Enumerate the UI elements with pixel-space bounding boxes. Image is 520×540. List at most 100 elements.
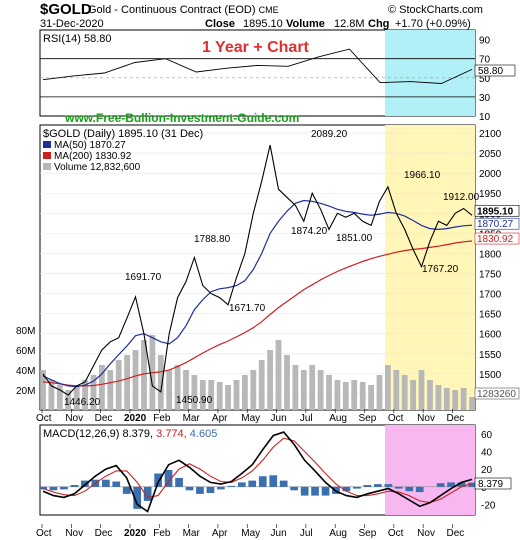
volume-bar [48,380,55,410]
x-tick-label: Sep [359,413,377,424]
macd-histogram-bar [39,486,47,490]
volume-bar [40,370,46,410]
macd-histogram-bar [206,486,215,493]
x-tick-label: Nov [417,528,435,539]
macd-histogram-bar [70,485,79,487]
chart-note: 1 Year + Chart [202,39,310,56]
macd-panel: -200204060 MACD(12,26,9) 8.379, 3.774, 4… [39,424,512,516]
x-tick-label: May [241,413,260,424]
macd-histogram-bar [49,486,58,491]
last-value-box [474,387,520,400]
x-tick-label: Mar [183,413,201,424]
volume-bar [309,365,316,410]
macd-histogram-bar [447,482,455,487]
macd-signal-line [42,437,473,504]
volume-bar [376,375,383,410]
x-tick-label: Feb [153,413,171,424]
volume-tick-label: 60M [16,346,35,357]
macd-histogram-bar [112,481,121,487]
price-annotation: 1851.00 [336,233,373,244]
volume-bar [393,370,400,410]
macd-tick-label: -20 [481,500,496,511]
volume-bar [452,390,459,410]
volume-bar [435,385,442,410]
x-tick-label: Dec [446,413,464,424]
x-tick-label: Dec [95,528,113,539]
rsi-line [42,48,473,84]
volume-bar [460,388,467,410]
legend-swatch [43,163,51,170]
macd-histogram-bar [394,486,403,489]
volume-bar [157,355,164,410]
volume-bar [132,350,139,410]
macd-histogram-bar [196,486,204,494]
macd-histogram-bar [300,486,309,496]
x-tick-label: 2020 [124,528,147,539]
rsi-tick-label: 50 [479,74,491,85]
last-value-label: 1830.92 [477,234,514,245]
x-tick-label: Feb [153,528,171,539]
volume-bar [418,370,425,410]
x-tick-label: Sep [359,528,377,539]
macd-histogram-bar [415,486,424,493]
macd-histogram-bar [248,480,257,487]
price-tick-label: 1750 [479,270,502,281]
price-annotation: 2089.20 [311,129,348,140]
volume-bar [199,380,206,410]
macd-tick-label: 60 [481,430,493,441]
volume-bar [300,370,307,410]
price-tick-label: 2100 [479,129,502,140]
last-value-label: 1870.27 [477,219,514,230]
volume-tick-label: 80M [16,326,35,337]
x-tick-label: Jul [300,528,313,539]
macd-histogram-bar [238,482,246,487]
macd-histogram-bar [457,482,466,487]
macd-histogram-bar [217,486,225,490]
symbol-title: $GOLD [40,1,92,18]
price-annotation: 1788.80 [194,234,231,245]
volume-bar [82,380,88,410]
last-value-box [474,204,520,217]
macd-histogram-bar [374,484,382,487]
x-tick-label: Oct [36,528,52,539]
volume-bar [317,370,324,410]
rsi-tick-label: 30 [479,93,491,104]
rsi-tick-label: 10 [479,112,491,123]
price-line [42,144,473,396]
volume-bar [334,380,341,410]
rsi-last-value: 58.80 [478,66,503,77]
legend-swatch [43,152,51,159]
volume-bar [233,380,240,410]
x-tick-label: Oct [388,413,404,424]
volume-bar [284,355,290,410]
price-tick-label: 1500 [479,370,502,381]
macd-histogram-bar [311,486,319,496]
price-tick-label: 1550 [479,350,502,361]
volume-bar [250,370,257,410]
close-value: 1895.10 [243,18,283,30]
volume-bar [258,360,265,410]
x-tick-label: Aug [329,413,347,424]
volume-bar [342,382,349,410]
price-tick-label: 1600 [479,330,502,341]
volume-bar [427,380,433,410]
macd-histogram-bar [227,485,236,487]
rsi-title: RSI(14) 58.80 [43,33,111,45]
price-tick-label: 2050 [479,149,502,160]
volume-bar [292,365,299,410]
macd-histogram-bar [468,482,476,487]
volume-bar [208,380,215,410]
x-tick-label: Jul [300,413,313,424]
price-annotation: 1767.20 [422,264,459,275]
x-tick-label: Oct [36,413,52,424]
price-tick-label: 2000 [479,169,502,180]
x-tick-label: Nov [417,413,435,424]
rsi-highlight-zone [385,30,475,116]
price-title: $GOLD (Daily) 1895.10 (31 Dec) [43,128,203,140]
ma200-line [42,240,473,387]
price-annotation: 1912.00 [443,192,480,203]
macd-histogram-bar [321,486,330,496]
volume-bar [225,385,231,410]
legend-swatch [43,141,51,148]
